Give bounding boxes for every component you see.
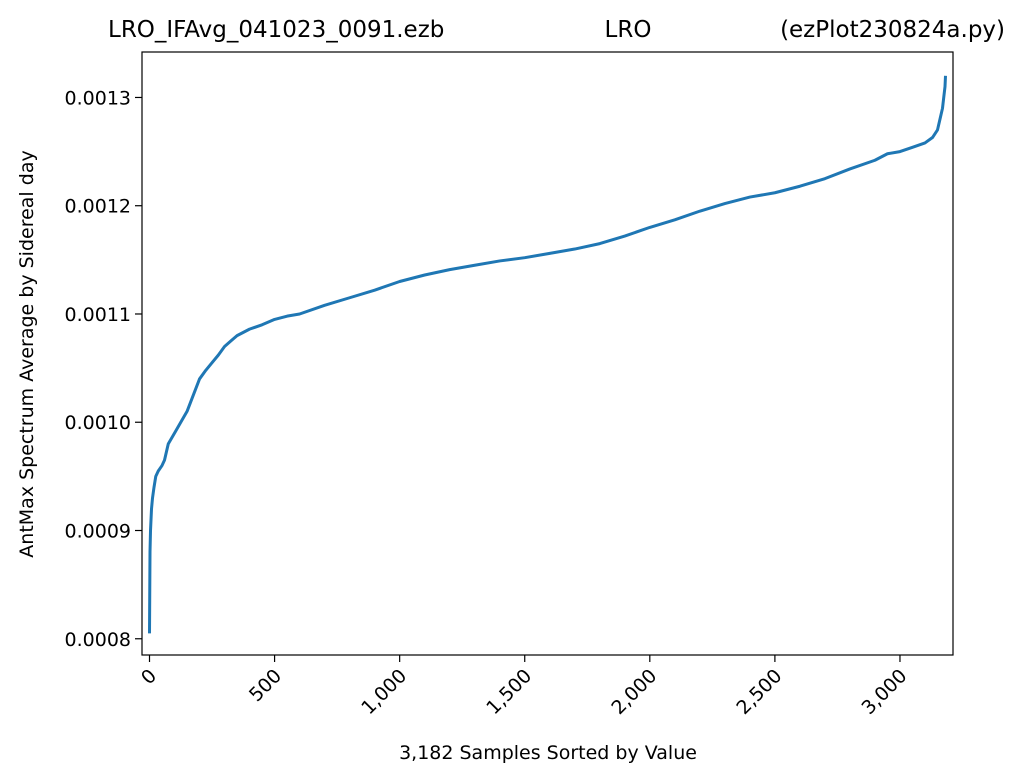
y-tick-label: 0.0009 bbox=[65, 521, 131, 543]
x-tick-label: 3,000 bbox=[857, 665, 911, 719]
y-axis-ticks: 0.0008 0.0009 0.0010 0.0011 0.0012 0.0013 bbox=[65, 87, 142, 651]
x-tick-label: 1,500 bbox=[482, 665, 536, 719]
y-tick-label: 0.0012 bbox=[65, 196, 131, 218]
x-tick-label: 2,000 bbox=[607, 665, 661, 719]
title-right: (ezPlot230824a.py) bbox=[780, 17, 1005, 43]
x-tick-label: 2,500 bbox=[732, 665, 786, 719]
y-tick-label: 0.0011 bbox=[65, 304, 131, 326]
y-tick-label: 0.0013 bbox=[65, 87, 131, 109]
x-axis-ticks: 0 500 1,000 1,500 2,000 2,500 3,000 bbox=[137, 655, 912, 719]
x-tick-label: 1,000 bbox=[357, 665, 411, 719]
y-tick-label: 0.0010 bbox=[65, 412, 131, 434]
title-center: LRO bbox=[605, 17, 652, 43]
plot-frame bbox=[141, 51, 954, 656]
x-tick-label: 0 bbox=[137, 665, 161, 689]
y-axis-label: AntMax Spectrum Average by Sidereal day bbox=[16, 150, 38, 557]
series-line-0 bbox=[148, 75, 947, 634]
x-axis-label: 3,182 Samples Sorted by Value bbox=[399, 742, 697, 764]
y-tick-label: 0.0008 bbox=[65, 629, 131, 651]
x-tick-label: 500 bbox=[245, 665, 286, 706]
title-left: LRO_IFAvg_041023_0091.ezb bbox=[108, 17, 444, 43]
plot-area bbox=[148, 75, 947, 634]
